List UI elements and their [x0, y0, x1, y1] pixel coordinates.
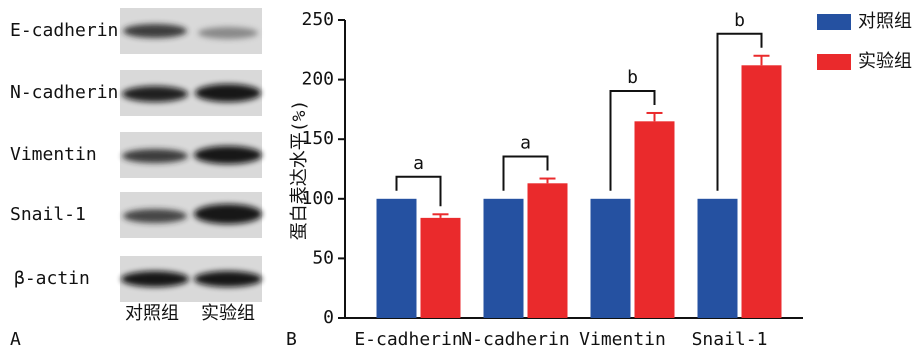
blot-band — [123, 24, 187, 38]
blot-band — [122, 149, 188, 163]
bar-chart: 0 50 100 150 200 250 E-cadherin a N-cadherin a Vim… — [301, 9, 912, 350]
blot-row-label: Vimentin — [10, 144, 97, 165]
figure: E-cadherin N-cadherin Vimentin Snail-1 β… — [0, 0, 921, 351]
bar — [528, 183, 568, 318]
x-tick-label: Snail-1 — [692, 329, 768, 350]
blot-band — [122, 86, 188, 102]
significance-label: b — [734, 10, 745, 31]
y-tick-label: 150 — [301, 128, 334, 149]
x-tick-label: N-cadherin — [461, 329, 569, 350]
error-bar — [433, 214, 449, 218]
legend-swatch — [817, 54, 851, 70]
blot-row-label: N-cadherin — [10, 82, 118, 103]
bar — [591, 199, 631, 318]
y-tick-label: 100 — [301, 188, 334, 209]
blot-band — [194, 271, 262, 287]
legend-swatch — [817, 14, 851, 30]
error-bar — [540, 179, 556, 184]
bar — [484, 199, 524, 318]
panel-label: B — [286, 329, 297, 350]
legend-label: 对照组 — [858, 11, 912, 32]
panel-label: A — [10, 329, 21, 350]
x-tick-label: E-cadherin — [354, 329, 462, 350]
x-tick-label: Vimentin — [579, 329, 666, 350]
significance-label: b — [627, 67, 638, 88]
bar — [635, 121, 675, 318]
y-tick-label: 200 — [301, 69, 334, 90]
error-bar — [647, 113, 663, 121]
y-tick-label: 0 — [323, 307, 334, 328]
blot-row-label: Snail-1 — [10, 204, 86, 225]
blot-band — [194, 204, 262, 224]
y-tick-label: 250 — [301, 9, 334, 30]
blot-column-label: 实验组 — [201, 303, 255, 324]
blot-band — [121, 271, 189, 287]
blot-band — [198, 27, 258, 39]
blot-panel: E-cadherin N-cadherin Vimentin Snail-1 β… — [10, 8, 262, 350]
bar — [742, 65, 782, 318]
blot-band — [194, 146, 262, 164]
significance-label: a — [413, 153, 424, 174]
blot-row-label: β-actin — [14, 268, 90, 289]
y-axis-label: 蛋白表达水平(%) — [289, 100, 310, 241]
blot-column-label: 对照组 — [125, 303, 179, 324]
blot-row-label: E-cadherin — [10, 20, 118, 41]
significance-label: a — [520, 133, 531, 154]
blot-band — [123, 209, 187, 223]
bar — [377, 199, 417, 318]
blot-band — [195, 84, 261, 102]
error-bar — [754, 56, 770, 66]
bar — [698, 199, 738, 318]
y-tick-label: 50 — [312, 247, 334, 268]
legend-label: 实验组 — [858, 51, 912, 72]
bar — [421, 218, 461, 318]
